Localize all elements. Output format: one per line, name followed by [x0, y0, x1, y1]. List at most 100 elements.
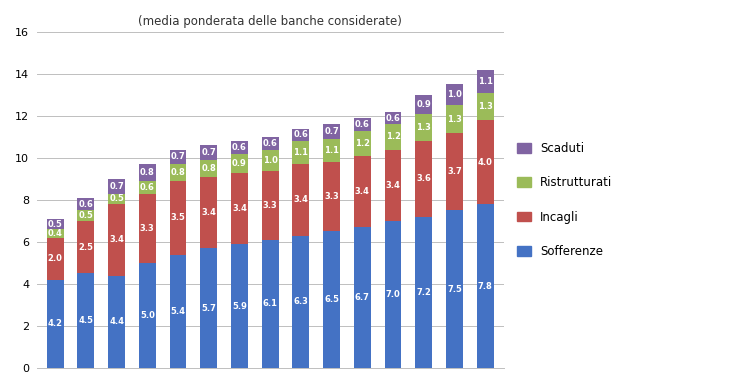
Bar: [292, 141, 309, 164]
Bar: [323, 231, 340, 368]
Bar: [477, 70, 494, 93]
Text: 1.0: 1.0: [263, 156, 278, 165]
Text: 0.8: 0.8: [171, 168, 186, 177]
Text: 4.0: 4.0: [478, 158, 493, 166]
Bar: [477, 93, 494, 120]
Text: 0.5: 0.5: [78, 211, 93, 220]
Bar: [78, 210, 95, 221]
Bar: [292, 236, 309, 368]
Bar: [415, 95, 432, 114]
Bar: [446, 84, 463, 105]
Bar: [323, 162, 340, 231]
Text: 0.6: 0.6: [355, 120, 370, 129]
Bar: [201, 177, 218, 248]
Text: 7.8: 7.8: [478, 282, 493, 291]
Bar: [231, 173, 248, 244]
Text: 0.7: 0.7: [324, 127, 339, 136]
Bar: [385, 124, 402, 149]
Text: 0.6: 0.6: [232, 143, 247, 152]
Text: 0.8: 0.8: [201, 164, 216, 173]
Bar: [47, 230, 64, 238]
Text: 1.1: 1.1: [478, 77, 493, 86]
Bar: [78, 273, 95, 368]
Bar: [169, 254, 186, 368]
Text: 0.6: 0.6: [263, 139, 278, 148]
Text: 3.3: 3.3: [324, 192, 339, 202]
Text: 0.7: 0.7: [110, 182, 124, 191]
Text: 1.3: 1.3: [447, 115, 462, 124]
Bar: [262, 240, 279, 368]
Text: 0.9: 0.9: [417, 100, 431, 109]
Text: 5.0: 5.0: [140, 311, 155, 320]
Text: 6.1: 6.1: [263, 300, 278, 308]
Bar: [446, 210, 463, 368]
Bar: [231, 141, 248, 154]
Text: 4.5: 4.5: [78, 316, 93, 325]
Bar: [78, 221, 95, 273]
Bar: [139, 181, 156, 194]
Bar: [354, 227, 371, 368]
Text: 1.3: 1.3: [478, 102, 493, 111]
Text: 5.4: 5.4: [170, 307, 186, 316]
Bar: [47, 219, 64, 230]
Bar: [415, 141, 432, 217]
Text: 3.5: 3.5: [171, 213, 186, 223]
Text: 1.3: 1.3: [417, 123, 431, 132]
Text: 4.4: 4.4: [109, 317, 124, 326]
Bar: [262, 149, 279, 170]
Bar: [292, 164, 309, 236]
Text: 7.0: 7.0: [386, 290, 400, 299]
Text: 3.3: 3.3: [140, 224, 155, 233]
Bar: [78, 198, 95, 210]
Bar: [262, 137, 279, 149]
Text: 1.2: 1.2: [386, 133, 400, 142]
Bar: [354, 118, 371, 131]
Text: 0.7: 0.7: [201, 148, 216, 157]
Text: 3.4: 3.4: [294, 195, 309, 205]
Bar: [262, 170, 279, 240]
Text: 5.9: 5.9: [232, 301, 247, 310]
Bar: [231, 154, 248, 173]
Bar: [415, 114, 432, 141]
Bar: [47, 238, 64, 280]
Text: 7.5: 7.5: [447, 285, 462, 294]
Bar: [201, 248, 218, 368]
Text: 3.6: 3.6: [417, 175, 431, 184]
Bar: [201, 160, 218, 177]
Bar: [323, 124, 340, 139]
Title: (media ponderata delle banche considerate): (media ponderata delle banche considerat…: [138, 15, 402, 28]
Bar: [477, 204, 494, 368]
Text: 2.0: 2.0: [48, 254, 63, 263]
Text: 3.4: 3.4: [232, 204, 247, 213]
Bar: [108, 275, 125, 368]
Text: 0.5: 0.5: [48, 220, 63, 229]
Text: 3.4: 3.4: [201, 208, 216, 217]
Bar: [446, 105, 463, 133]
Text: 7.2: 7.2: [417, 288, 431, 297]
Bar: [108, 204, 125, 275]
Bar: [108, 194, 125, 204]
Text: 0.7: 0.7: [171, 152, 186, 161]
Text: 0.5: 0.5: [110, 194, 124, 203]
Bar: [415, 217, 432, 368]
Text: 0.6: 0.6: [386, 114, 400, 123]
Text: 6.3: 6.3: [294, 297, 309, 307]
Text: 4.2: 4.2: [47, 319, 63, 328]
Text: 0.6: 0.6: [294, 130, 309, 139]
Bar: [169, 181, 186, 254]
Text: 3.4: 3.4: [355, 187, 370, 196]
Text: 6.7: 6.7: [355, 293, 370, 302]
Bar: [323, 139, 340, 162]
Bar: [292, 128, 309, 141]
Text: 0.6: 0.6: [140, 183, 155, 192]
Text: 3.3: 3.3: [263, 201, 278, 210]
Text: 1.0: 1.0: [447, 91, 462, 100]
Text: 5.7: 5.7: [201, 304, 216, 313]
Text: 2.5: 2.5: [78, 243, 93, 252]
Text: 0.9: 0.9: [232, 159, 247, 168]
Bar: [169, 149, 186, 164]
Bar: [169, 164, 186, 181]
Bar: [354, 156, 371, 227]
Text: 3.4: 3.4: [110, 235, 124, 244]
Text: 1.1: 1.1: [324, 146, 339, 155]
